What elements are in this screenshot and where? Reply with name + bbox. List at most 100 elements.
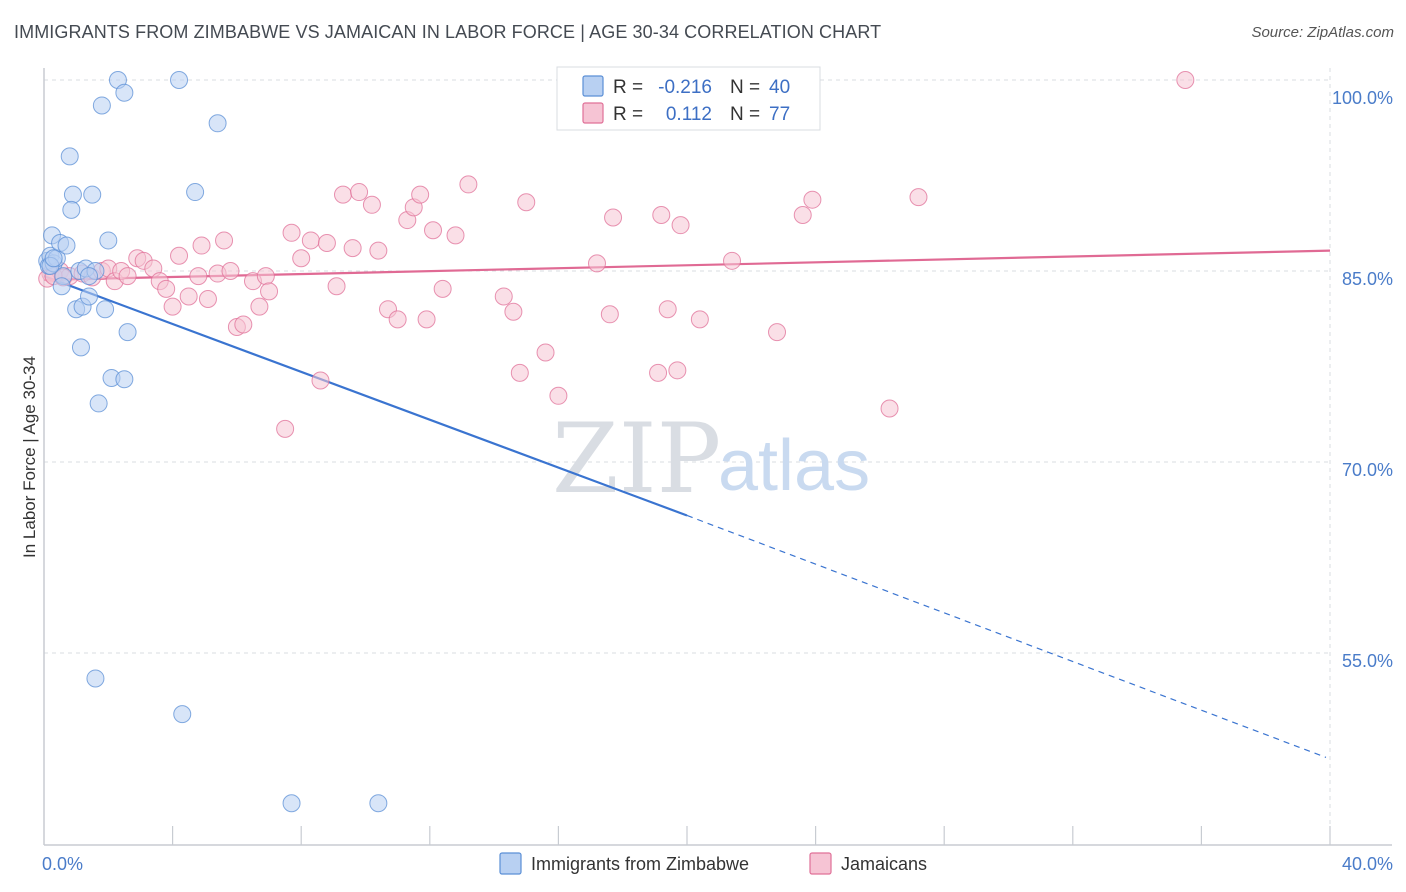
point-jamaicans: [333, 185, 352, 204]
point-zimbabwe: [80, 267, 99, 286]
point-jamaicans: [311, 371, 330, 390]
point-jamaicans: [793, 205, 812, 224]
point-zimbabwe: [71, 338, 90, 357]
point-jamaicans: [260, 282, 279, 301]
point-zimbabwe: [369, 794, 388, 813]
point-jamaicans: [446, 226, 465, 245]
point-jamaicans: [909, 188, 928, 207]
point-zimbabwe: [52, 277, 71, 296]
point-jamaicans: [215, 231, 234, 250]
point-jamaicans: [494, 287, 513, 306]
watermark: ZIP atlas: [552, 403, 870, 515]
point-jamaicans: [221, 262, 240, 280]
point-zimbabwe: [115, 370, 134, 389]
point-jamaicans: [350, 183, 369, 202]
point-jamaicans: [723, 251, 742, 270]
point-jamaicans: [157, 279, 176, 298]
point-jamaicans: [880, 399, 899, 418]
series-legend: Immigrants from Zimbabwe Jamaicans: [499, 852, 927, 875]
point-zimbabwe: [186, 183, 205, 202]
point-zimbabwe: [92, 96, 111, 115]
trend-line-zimbabwe: [43, 275, 688, 517]
point-zimbabwe: [208, 114, 227, 133]
point-jamaicans: [549, 386, 568, 405]
point-zimbabwe: [86, 669, 105, 688]
series-label-zimbabwe: Immigrants from Zimbabwe: [531, 854, 749, 874]
point-jamaicans: [604, 208, 623, 227]
y-tick-label: 70.0%: [1342, 460, 1393, 480]
point-zimbabwe: [57, 236, 76, 255]
point-jamaicans: [250, 297, 269, 316]
point-zimbabwe: [99, 231, 118, 250]
chart-title: IMMIGRANTS FROM ZIMBABWE VS JAMAICAN IN …: [14, 22, 882, 42]
point-zimbabwe: [44, 249, 63, 268]
point-jamaicans: [118, 267, 137, 286]
legend-r-value-2: 0.112: [666, 104, 712, 125]
point-jamaicans: [301, 231, 320, 250]
y-tick-label: 55.0%: [1342, 651, 1393, 671]
y-tick-label: 100.0%: [1332, 88, 1393, 108]
point-jamaicans: [282, 223, 301, 242]
axes-layer: 55.0% 70.0% 85.0% 100.0% 0.0% 40.0%: [42, 68, 1393, 874]
point-jamaicans: [411, 185, 430, 204]
point-zimbabwe: [170, 71, 189, 89]
point-jamaicans: [658, 300, 677, 319]
point-jamaicans: [192, 236, 211, 255]
point-jamaicans: [317, 233, 336, 252]
point-jamaicans: [649, 363, 668, 382]
point-jamaicans: [417, 310, 436, 329]
point-jamaicans: [459, 175, 478, 194]
data-points: [38, 71, 1195, 813]
legend-n-label-2: N =: [730, 104, 760, 125]
point-jamaicans: [179, 287, 198, 306]
point-jamaicans: [189, 267, 208, 286]
legend-r-label-1: R =: [613, 77, 643, 98]
y-tick-label: 85.0%: [1342, 269, 1393, 289]
point-jamaicans: [668, 361, 687, 380]
point-jamaicans: [327, 277, 346, 296]
point-zimbabwe: [63, 185, 82, 204]
point-zimbabwe: [115, 83, 134, 102]
point-zimbabwe: [83, 185, 102, 204]
x-tick-label-max: 40.0%: [1342, 854, 1393, 874]
point-jamaicans: [768, 323, 787, 342]
point-jamaicans: [652, 205, 671, 224]
point-jamaicans: [803, 190, 822, 209]
legend-r-value-1: -0.216: [658, 77, 712, 98]
point-jamaicans: [388, 310, 407, 329]
legend-n-label-1: N =: [730, 77, 760, 98]
watermark-atlas: atlas: [718, 426, 870, 506]
watermark-zip: ZIP: [552, 403, 721, 515]
legend-swatch-jamaicans: [582, 102, 604, 124]
point-jamaicans: [504, 302, 523, 321]
point-jamaicans: [433, 279, 452, 298]
point-jamaicans: [369, 241, 388, 260]
point-zimbabwe: [173, 705, 192, 724]
series-swatch-zimbabwe: [499, 852, 522, 875]
y-axis-title: In Labor Force | Age 30-34: [20, 356, 39, 558]
x-tick-label-min: 0.0%: [42, 854, 83, 874]
point-jamaicans: [587, 254, 606, 273]
point-zimbabwe: [282, 794, 301, 813]
point-zimbabwe: [118, 323, 137, 342]
point-jamaicans: [198, 290, 217, 309]
source-note: Source: ZipAtlas.com: [1251, 24, 1394, 41]
point-zimbabwe: [62, 200, 81, 219]
legend-swatch-zimbabwe: [582, 75, 604, 97]
point-jamaicans: [256, 267, 275, 286]
legend-r-label-2: R =: [613, 104, 643, 125]
point-jamaicans: [292, 249, 311, 268]
point-jamaicans: [600, 305, 619, 324]
series-label-jamaicans: Jamaicans: [841, 854, 927, 874]
point-jamaicans: [276, 419, 295, 438]
point-zimbabwe: [89, 394, 108, 413]
point-jamaicans: [163, 297, 182, 316]
point-jamaicans: [536, 343, 555, 362]
point-jamaicans: [510, 363, 529, 382]
point-zimbabwe: [60, 147, 79, 166]
series-swatch-jamaicans: [809, 852, 832, 875]
point-jamaicans: [690, 310, 709, 329]
point-jamaicans: [170, 246, 189, 265]
point-jamaicans: [234, 315, 253, 334]
